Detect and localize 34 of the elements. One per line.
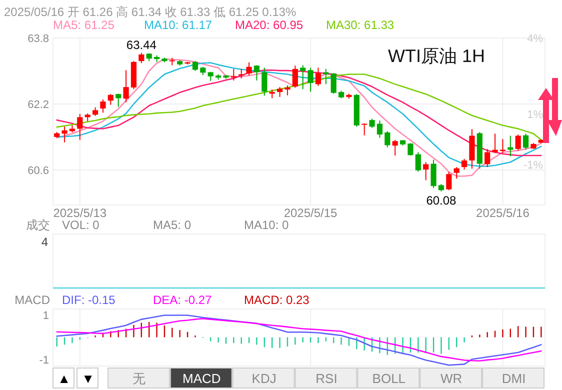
text: MA5: 61.25 (53, 18, 115, 32)
button: ▲ (52, 368, 74, 388)
text: 成交 (26, 218, 50, 232)
text: MA30: 61.33 (326, 18, 394, 32)
y-tick-label: 1 (42, 310, 49, 322)
button: RSI (294, 368, 358, 388)
annotation: 60.08 (426, 193, 457, 208)
text: MA10: 61.17 (144, 18, 212, 32)
text: MA5: 0 (153, 218, 192, 232)
button: 无 (108, 368, 170, 388)
chart-title: MACD (14, 293, 50, 307)
x-tick-label: 2025/5/15 (284, 206, 338, 220)
text: 2025/05/16 开 61.26 高 61.34 收 61.33 低 61.25 0.13% (4, 5, 297, 19)
button: WR (420, 368, 482, 388)
series-label: DIF: -0.15 (62, 293, 116, 307)
button: DMI (482, 368, 544, 388)
annotation: 63.44 (126, 38, 157, 52)
button: MACD (170, 368, 232, 388)
text: 4 (41, 235, 48, 249)
x-tick-label: 2025/5/13 (53, 206, 107, 220)
x-tick-label: 2025/5/16 (476, 206, 530, 220)
series-label: DEA: -0.27 (153, 293, 212, 307)
button: KDJ (232, 368, 295, 388)
y-tick-label: 62.2 (28, 98, 49, 111)
button: ▼ (76, 368, 98, 388)
button: BOLL (357, 368, 420, 388)
text: VOL: 0 (62, 218, 100, 232)
text: MA10: 0 (244, 218, 290, 232)
text: MA20: 60.95 (235, 18, 304, 32)
y-tick-label: 63.8 (28, 33, 49, 45)
y-tick-label: 60.6 (28, 164, 49, 177)
y-tick-label: -1 (39, 354, 49, 367)
chart-title: WTI原油 1H (388, 46, 485, 66)
text: MACD: 0.23 (244, 293, 310, 307)
